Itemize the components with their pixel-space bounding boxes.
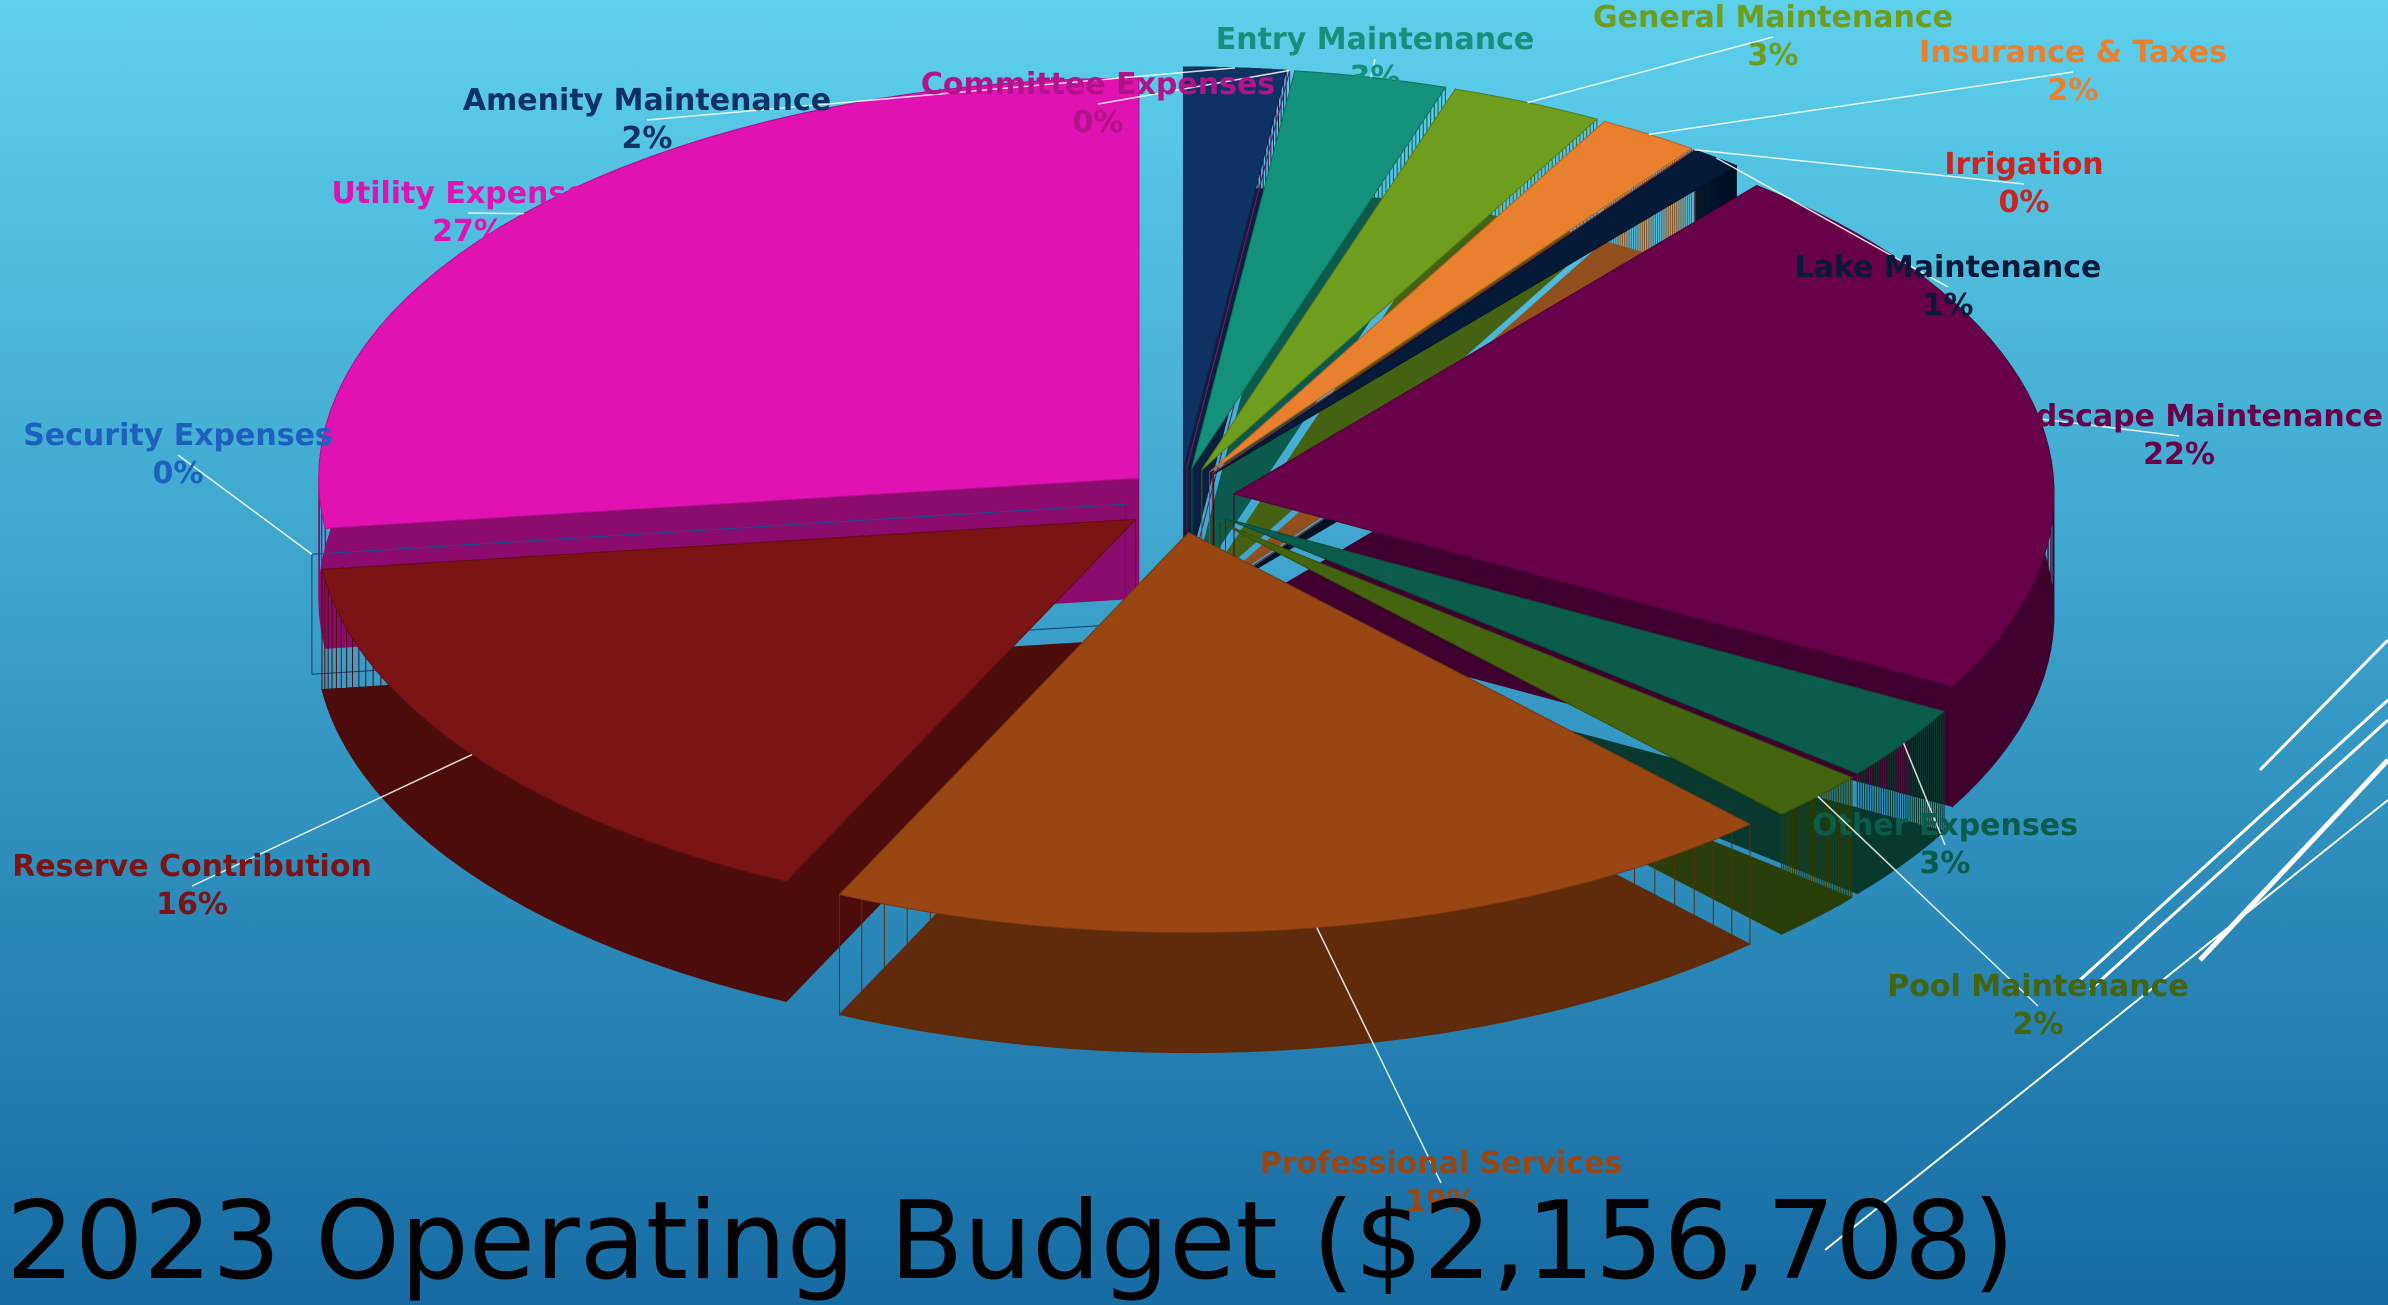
category-label: Committee Expenses	[921, 67, 1275, 102]
chart-title: 2023 Operating Budget ($2,156,708)	[6, 1179, 2015, 1304]
category-label: Entry Maintenance	[1216, 22, 1535, 57]
category-label: Security Expenses	[23, 418, 333, 453]
decoration	[1824, 638, 2388, 1251]
value-label: 3%	[1920, 846, 1971, 881]
category-label: Reserve Contribution	[12, 849, 372, 884]
value-label: 16%	[156, 887, 228, 922]
value-label: 27%	[432, 214, 504, 249]
leader-line	[177, 454, 313, 555]
category-label: Other Expenses	[1812, 808, 2078, 843]
value-label: 0%	[153, 456, 204, 491]
category-label: Insurance & Taxes	[1919, 35, 2227, 70]
leader-line	[1316, 927, 1442, 1184]
value-label: 2%	[2048, 73, 2099, 108]
slice	[1201, 88, 1598, 471]
leader-line	[1903, 743, 1946, 846]
slice	[1212, 149, 1695, 474]
leader-line	[1370, 58, 1376, 78]
value-label: 1%	[1923, 288, 1974, 323]
slice	[1186, 70, 1291, 468]
leader-line	[191, 753, 473, 887]
slice	[1209, 121, 1693, 473]
leader-line	[1715, 157, 1949, 288]
value-label: 2%	[2013, 1007, 2064, 1042]
category-label: Lake Maintenance	[1795, 250, 2102, 285]
value-label: 2%	[622, 121, 673, 156]
value-label: 22%	[2143, 437, 2215, 472]
leader-line	[2039, 418, 2180, 437]
leader-line	[1817, 795, 2039, 1007]
leader-line	[1694, 148, 2025, 185]
category-label: Utility Expenses	[332, 176, 605, 211]
category-label: Professional Services	[1260, 1146, 1622, 1181]
leader-line	[1097, 69, 1290, 105]
value-label: 0%	[1999, 185, 2050, 220]
pie	[311, 66, 2055, 1054]
value-label: 0%	[1073, 105, 1124, 140]
value-label: 3%	[1748, 38, 1799, 73]
slice	[318, 77, 1140, 529]
category-label: Pool Maintenance	[1887, 969, 2188, 1004]
slice-side	[311, 503, 1126, 675]
category-label: General Maintenance	[1593, 0, 1953, 35]
leader-line	[467, 212, 524, 215]
category-label: Amenity Maintenance	[463, 83, 831, 118]
slice	[1219, 522, 1854, 815]
category-label: Irrigation	[1944, 147, 2103, 182]
leader-line	[646, 67, 1236, 121]
value-label: 19%	[1405, 1184, 1477, 1219]
value-label: 3%	[1350, 60, 1401, 95]
slice	[311, 503, 1126, 555]
leader-line	[1648, 71, 2074, 136]
category-label: Landscape Maintenance	[1975, 399, 2383, 434]
leader-line	[1527, 36, 1774, 104]
